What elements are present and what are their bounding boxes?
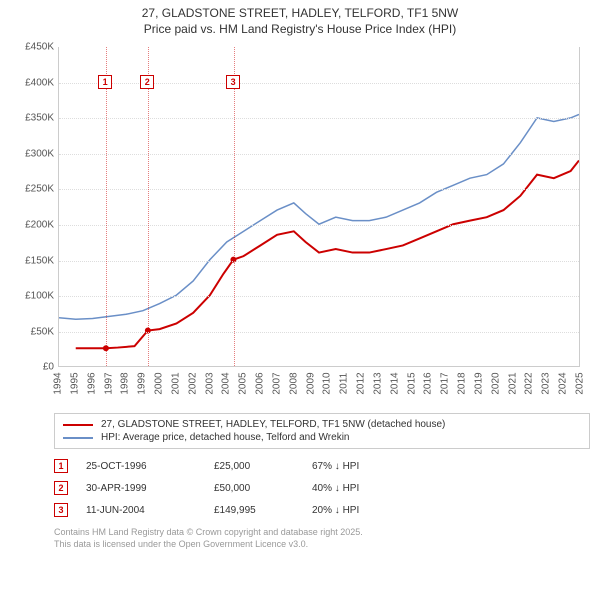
x-axis-label: 2013 <box>372 373 383 395</box>
x-axis-label: 1994 <box>53 373 64 395</box>
chart-title: 27, GLADSTONE STREET, HADLEY, TELFORD, T… <box>0 0 600 39</box>
marker-date: 11-JUN-2004 <box>86 505 196 516</box>
x-axis-label: 2005 <box>238 373 249 395</box>
footer-line2: This data is licensed under the Open Gov… <box>54 539 590 551</box>
y-axis-label: £300K <box>10 148 54 159</box>
legend-item: HPI: Average price, detached house, Telf… <box>63 431 581 444</box>
marker-badge: 2 <box>140 75 154 89</box>
marker-table: 125-OCT-1996£25,00067% ↓ HPI230-APR-1999… <box>54 455 590 521</box>
x-axis-label: 1997 <box>103 373 114 395</box>
marker-row: 311-JUN-2004£149,99520% ↓ HPI <box>54 499 590 521</box>
x-axis-label: 2007 <box>271 373 282 395</box>
x-axis-label: 2009 <box>305 373 316 395</box>
marker-badge: 1 <box>98 75 112 89</box>
marker-price: £25,000 <box>214 461 294 472</box>
marker-delta: 67% ↓ HPI <box>312 461 359 472</box>
x-axis-label: 2016 <box>423 373 434 395</box>
x-axis-label: 2023 <box>541 373 552 395</box>
y-axis-label: £450K <box>10 42 54 53</box>
marker-delta: 20% ↓ HPI <box>312 505 359 516</box>
marker-price: £149,995 <box>214 505 294 516</box>
marker-row: 125-OCT-1996£25,00067% ↓ HPI <box>54 455 590 477</box>
x-axis-label: 2022 <box>524 373 535 395</box>
x-axis-label: 2001 <box>170 373 181 395</box>
y-axis-label: £100K <box>10 291 54 302</box>
y-axis-label: £200K <box>10 219 54 230</box>
x-axis-label: 2021 <box>507 373 518 395</box>
x-axis-label: 2012 <box>356 373 367 395</box>
footer-attribution: Contains HM Land Registry data © Crown c… <box>54 527 590 550</box>
plot-area <box>58 47 580 367</box>
x-axis-label: 2019 <box>473 373 484 395</box>
x-axis-label: 2018 <box>457 373 468 395</box>
marker-date: 25-OCT-1996 <box>86 461 196 472</box>
x-axis-label: 1999 <box>137 373 148 395</box>
legend-label: 27, GLADSTONE STREET, HADLEY, TELFORD, T… <box>101 419 445 430</box>
legend-item: 27, GLADSTONE STREET, HADLEY, TELFORD, T… <box>63 418 581 431</box>
legend: 27, GLADSTONE STREET, HADLEY, TELFORD, T… <box>54 413 590 449</box>
y-axis-label: £250K <box>10 184 54 195</box>
legend-label: HPI: Average price, detached house, Telf… <box>101 432 350 443</box>
x-axis-label: 1996 <box>86 373 97 395</box>
marker-price: £50,000 <box>214 483 294 494</box>
x-axis-label: 2008 <box>288 373 299 395</box>
y-axis-label: £50K <box>10 326 54 337</box>
x-axis-label: 2015 <box>406 373 417 395</box>
y-axis-label: £350K <box>10 113 54 124</box>
x-axis-label: 2017 <box>440 373 451 395</box>
x-axis-label: 2000 <box>154 373 165 395</box>
y-axis-label: £0 <box>10 362 54 373</box>
y-axis-label: £400K <box>10 77 54 88</box>
x-axis-label: 2003 <box>204 373 215 395</box>
x-axis-label: 2011 <box>339 373 350 395</box>
x-axis-label: 2024 <box>558 373 569 395</box>
marker-badge: 3 <box>226 75 240 89</box>
x-axis-label: 2025 <box>575 373 586 395</box>
chart-area: £0 £50K £100K £150K £200K £250K £300K £350K £400… <box>10 39 590 409</box>
x-axis-label: 1998 <box>120 373 131 395</box>
x-axis-label: 2004 <box>221 373 232 395</box>
footer-line1: Contains HM Land Registry data © Crown c… <box>54 527 590 539</box>
x-axis-label: 2006 <box>255 373 266 395</box>
y-axis-label: £150K <box>10 255 54 266</box>
marker-date: 30-APR-1999 <box>86 483 196 494</box>
x-axis-label: 2014 <box>389 373 400 395</box>
chart-lines-svg <box>59 47 579 366</box>
title-line1: 27, GLADSTONE STREET, HADLEY, TELFORD, T… <box>10 6 590 22</box>
marker-delta: 40% ↓ HPI <box>312 483 359 494</box>
marker-row: 230-APR-1999£50,00040% ↓ HPI <box>54 477 590 499</box>
x-axis-label: 1995 <box>69 373 80 395</box>
x-axis-label: 2010 <box>322 373 333 395</box>
title-line2: Price paid vs. HM Land Registry's House … <box>10 22 590 38</box>
x-axis-label: 2002 <box>187 373 198 395</box>
x-axis-label: 2020 <box>490 373 501 395</box>
